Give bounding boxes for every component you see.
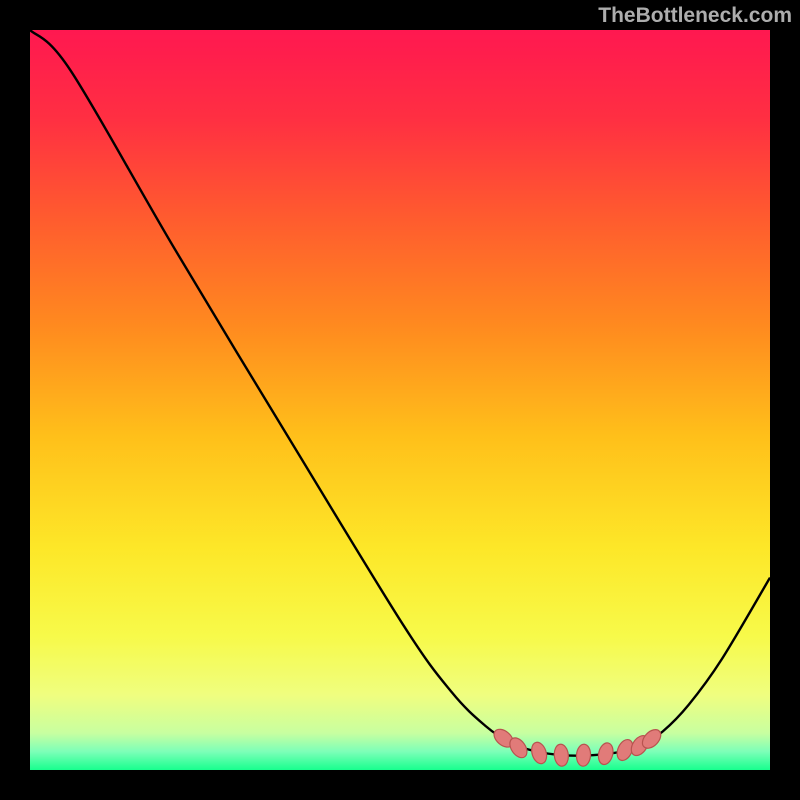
watermark-text: TheBottleneck.com	[598, 4, 792, 28]
plot-area	[30, 30, 770, 770]
gradient-background	[30, 30, 770, 770]
chart-container: TheBottleneck.com	[0, 0, 800, 800]
